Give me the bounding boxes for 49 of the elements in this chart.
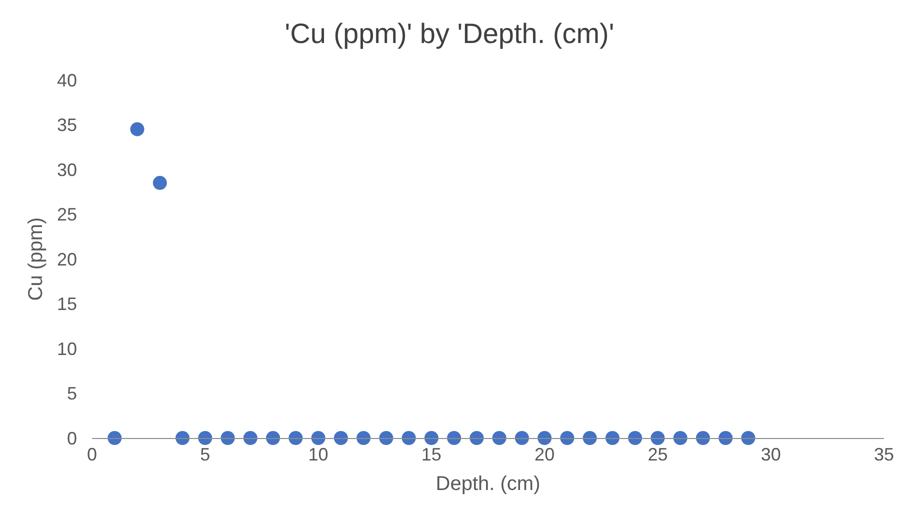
point: [582, 431, 597, 445]
point: [447, 431, 462, 445]
point: [514, 431, 529, 445]
x-tick-label: 35: [874, 444, 894, 465]
x-tick-label: 0: [86, 444, 98, 465]
point: [402, 431, 416, 445]
point: [198, 431, 212, 445]
y-tick-label: 35: [56, 115, 77, 136]
y-tick-label: 25: [56, 204, 77, 225]
y-tick-label: 20: [56, 249, 77, 270]
point: [696, 431, 710, 445]
point: [176, 431, 190, 445]
point: [311, 431, 326, 445]
y-tick-label: 0: [66, 428, 77, 448]
point: [718, 431, 733, 445]
point: [605, 431, 620, 445]
y-tick-label: 15: [56, 294, 77, 314]
point: [220, 431, 235, 445]
x-tick-label: 15: [421, 444, 442, 465]
point: [243, 431, 258, 445]
point: [334, 431, 348, 445]
y-axis-title: Cu (ppm): [25, 217, 47, 301]
x-tick-label: 5: [200, 444, 210, 465]
point: [741, 431, 756, 445]
point: [492, 431, 506, 445]
point: [538, 431, 552, 445]
point: [424, 431, 438, 445]
point: [673, 431, 688, 445]
y-tick-label: 5: [66, 384, 77, 404]
x-axis-title: Depth. (cm): [436, 473, 540, 496]
point: [560, 431, 574, 445]
point: [379, 431, 394, 445]
x-tick-label: 25: [648, 444, 668, 465]
point: [130, 122, 144, 136]
y-tick-label: 30: [56, 160, 77, 180]
y-tick-label: 40: [56, 70, 77, 90]
point: [288, 431, 303, 445]
y-tick-label: 10: [56, 338, 77, 359]
point: [650, 431, 665, 445]
point: [470, 431, 484, 445]
point: [628, 431, 642, 445]
point: [152, 176, 167, 190]
point: [266, 431, 280, 445]
chart-title: 'Cu (ppm)' by 'Depth. (cm)': [284, 18, 614, 50]
x-tick-label: 10: [308, 444, 328, 465]
x-tick-label: 30: [760, 444, 781, 465]
x-tick-label: 20: [534, 444, 555, 465]
point: [356, 431, 371, 445]
point: [108, 431, 122, 445]
